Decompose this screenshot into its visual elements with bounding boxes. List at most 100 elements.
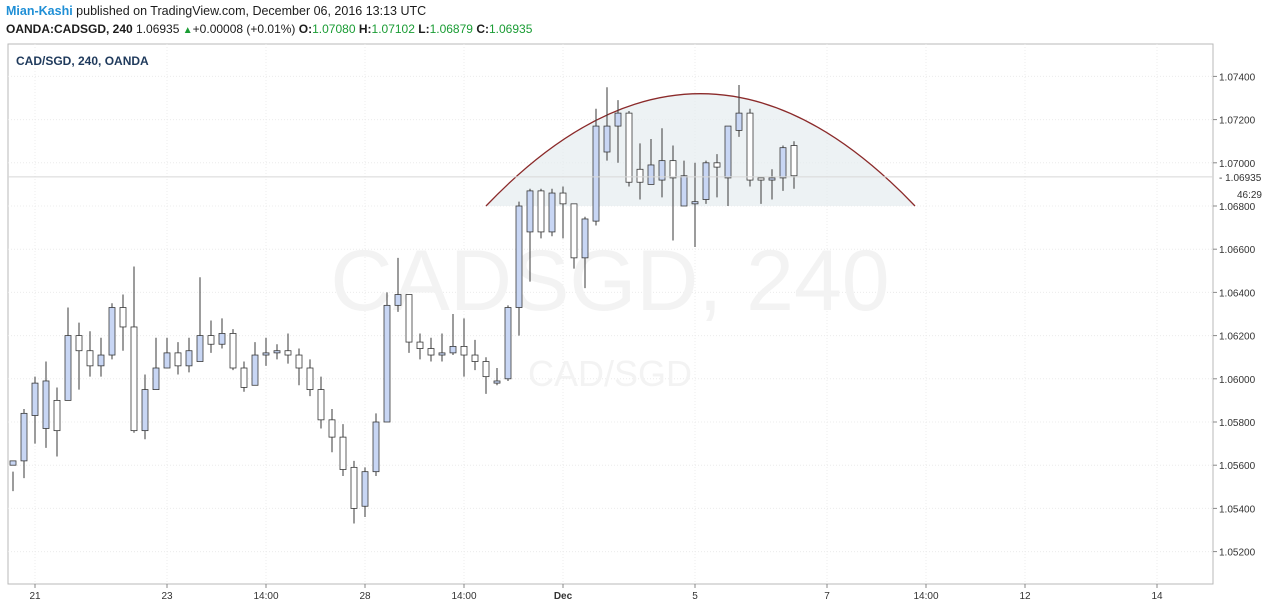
candle-body xyxy=(361,471,369,507)
candle-body xyxy=(251,354,259,386)
candle[interactable] xyxy=(306,359,314,397)
candle[interactable] xyxy=(229,329,237,371)
candle[interactable] xyxy=(779,145,787,191)
low-value: 1.06879 xyxy=(429,22,473,36)
candle[interactable] xyxy=(537,188,545,239)
candle[interactable] xyxy=(570,203,578,269)
candle[interactable] xyxy=(735,85,743,137)
y-tick-label: 1.06200 xyxy=(1219,332,1256,343)
candle[interactable] xyxy=(64,307,72,401)
candle[interactable] xyxy=(790,141,798,189)
candle-body xyxy=(372,421,380,473)
x-tick-label: 7 xyxy=(824,591,830,602)
candle[interactable] xyxy=(647,139,655,185)
candle[interactable] xyxy=(350,460,358,524)
candle[interactable] xyxy=(669,145,677,241)
published-text: published on TradingView.com, December 0… xyxy=(76,4,427,18)
candle[interactable] xyxy=(680,160,688,207)
candle[interactable] xyxy=(460,318,468,377)
candle[interactable] xyxy=(9,460,17,492)
candle[interactable] xyxy=(504,305,512,381)
candle[interactable] xyxy=(548,188,556,237)
high-label: H: xyxy=(358,22,372,36)
candle[interactable] xyxy=(31,376,39,444)
candle[interactable] xyxy=(438,333,446,362)
candle[interactable] xyxy=(493,368,501,386)
candle[interactable] xyxy=(42,361,50,448)
candle[interactable] xyxy=(20,409,28,479)
candle-body xyxy=(757,177,765,181)
candle[interactable] xyxy=(273,344,281,360)
candle[interactable] xyxy=(471,339,479,371)
candle[interactable] xyxy=(636,143,644,200)
author-link[interactable]: Mian-Kashi xyxy=(6,4,73,18)
candle[interactable] xyxy=(141,374,149,440)
candle[interactable] xyxy=(658,128,666,198)
candle[interactable] xyxy=(152,337,160,391)
candle-body xyxy=(317,389,325,421)
candle[interactable] xyxy=(317,376,325,429)
candle[interactable] xyxy=(724,125,732,206)
candle[interactable] xyxy=(185,337,193,373)
candle[interactable] xyxy=(207,320,215,353)
candle-body xyxy=(207,335,215,345)
candle-body xyxy=(471,354,479,362)
candle[interactable] xyxy=(427,337,435,362)
candle[interactable] xyxy=(702,160,710,204)
candle[interactable] xyxy=(218,318,226,349)
candle[interactable] xyxy=(108,303,116,360)
candle[interactable] xyxy=(614,100,622,163)
time-axis[interactable]: 21 23 14:00 28 14:00 Dec 5 7 14:00 12 14 xyxy=(29,584,1163,602)
candle[interactable] xyxy=(262,337,270,366)
candle-body xyxy=(636,168,644,183)
candle[interactable] xyxy=(405,294,413,353)
candle[interactable] xyxy=(284,333,292,364)
candle[interactable] xyxy=(482,357,490,394)
candle[interactable] xyxy=(97,337,105,377)
candle[interactable] xyxy=(768,169,776,200)
candle[interactable] xyxy=(581,216,589,289)
candle[interactable] xyxy=(295,348,303,386)
candle[interactable] xyxy=(526,188,534,282)
candle[interactable] xyxy=(163,337,171,369)
x-tick-label: 14:00 xyxy=(253,591,278,602)
candle[interactable] xyxy=(515,201,523,336)
candle-body xyxy=(537,190,545,233)
candle[interactable] xyxy=(746,108,754,187)
candle-body xyxy=(262,352,270,356)
candle-body xyxy=(625,112,633,183)
watermark-pair: CAD/SGD xyxy=(528,353,692,394)
candle-body xyxy=(647,164,655,185)
candle-body xyxy=(416,341,424,349)
candle[interactable] xyxy=(559,186,567,239)
candle[interactable] xyxy=(339,424,347,476)
candle-body xyxy=(691,201,699,205)
candle[interactable] xyxy=(251,342,259,386)
candle[interactable] xyxy=(86,331,94,377)
candle[interactable] xyxy=(372,413,380,476)
candle[interactable] xyxy=(119,294,127,351)
open-label: O: xyxy=(298,22,313,36)
candle-body xyxy=(75,335,83,352)
candle[interactable] xyxy=(592,108,600,226)
candle[interactable] xyxy=(174,342,182,375)
candle[interactable] xyxy=(449,314,457,356)
candle[interactable] xyxy=(75,322,83,390)
candle[interactable] xyxy=(625,110,633,187)
candle[interactable] xyxy=(130,266,138,433)
candle[interactable] xyxy=(394,257,402,312)
candle[interactable] xyxy=(361,467,369,518)
candle[interactable] xyxy=(713,154,721,198)
arc-curve[interactable] xyxy=(485,93,916,207)
candle[interactable] xyxy=(53,387,61,457)
candle-body xyxy=(328,419,336,438)
candle[interactable] xyxy=(603,87,611,161)
candle[interactable] xyxy=(416,333,424,360)
price-axis[interactable]: 1.05200 1.05400 1.05600 1.05800 1.06000 1.062… xyxy=(8,72,1270,559)
candle[interactable] xyxy=(196,277,204,362)
candle[interactable] xyxy=(240,361,248,392)
candle[interactable] xyxy=(757,177,765,204)
candle[interactable] xyxy=(328,409,336,453)
candle[interactable] xyxy=(383,292,391,423)
